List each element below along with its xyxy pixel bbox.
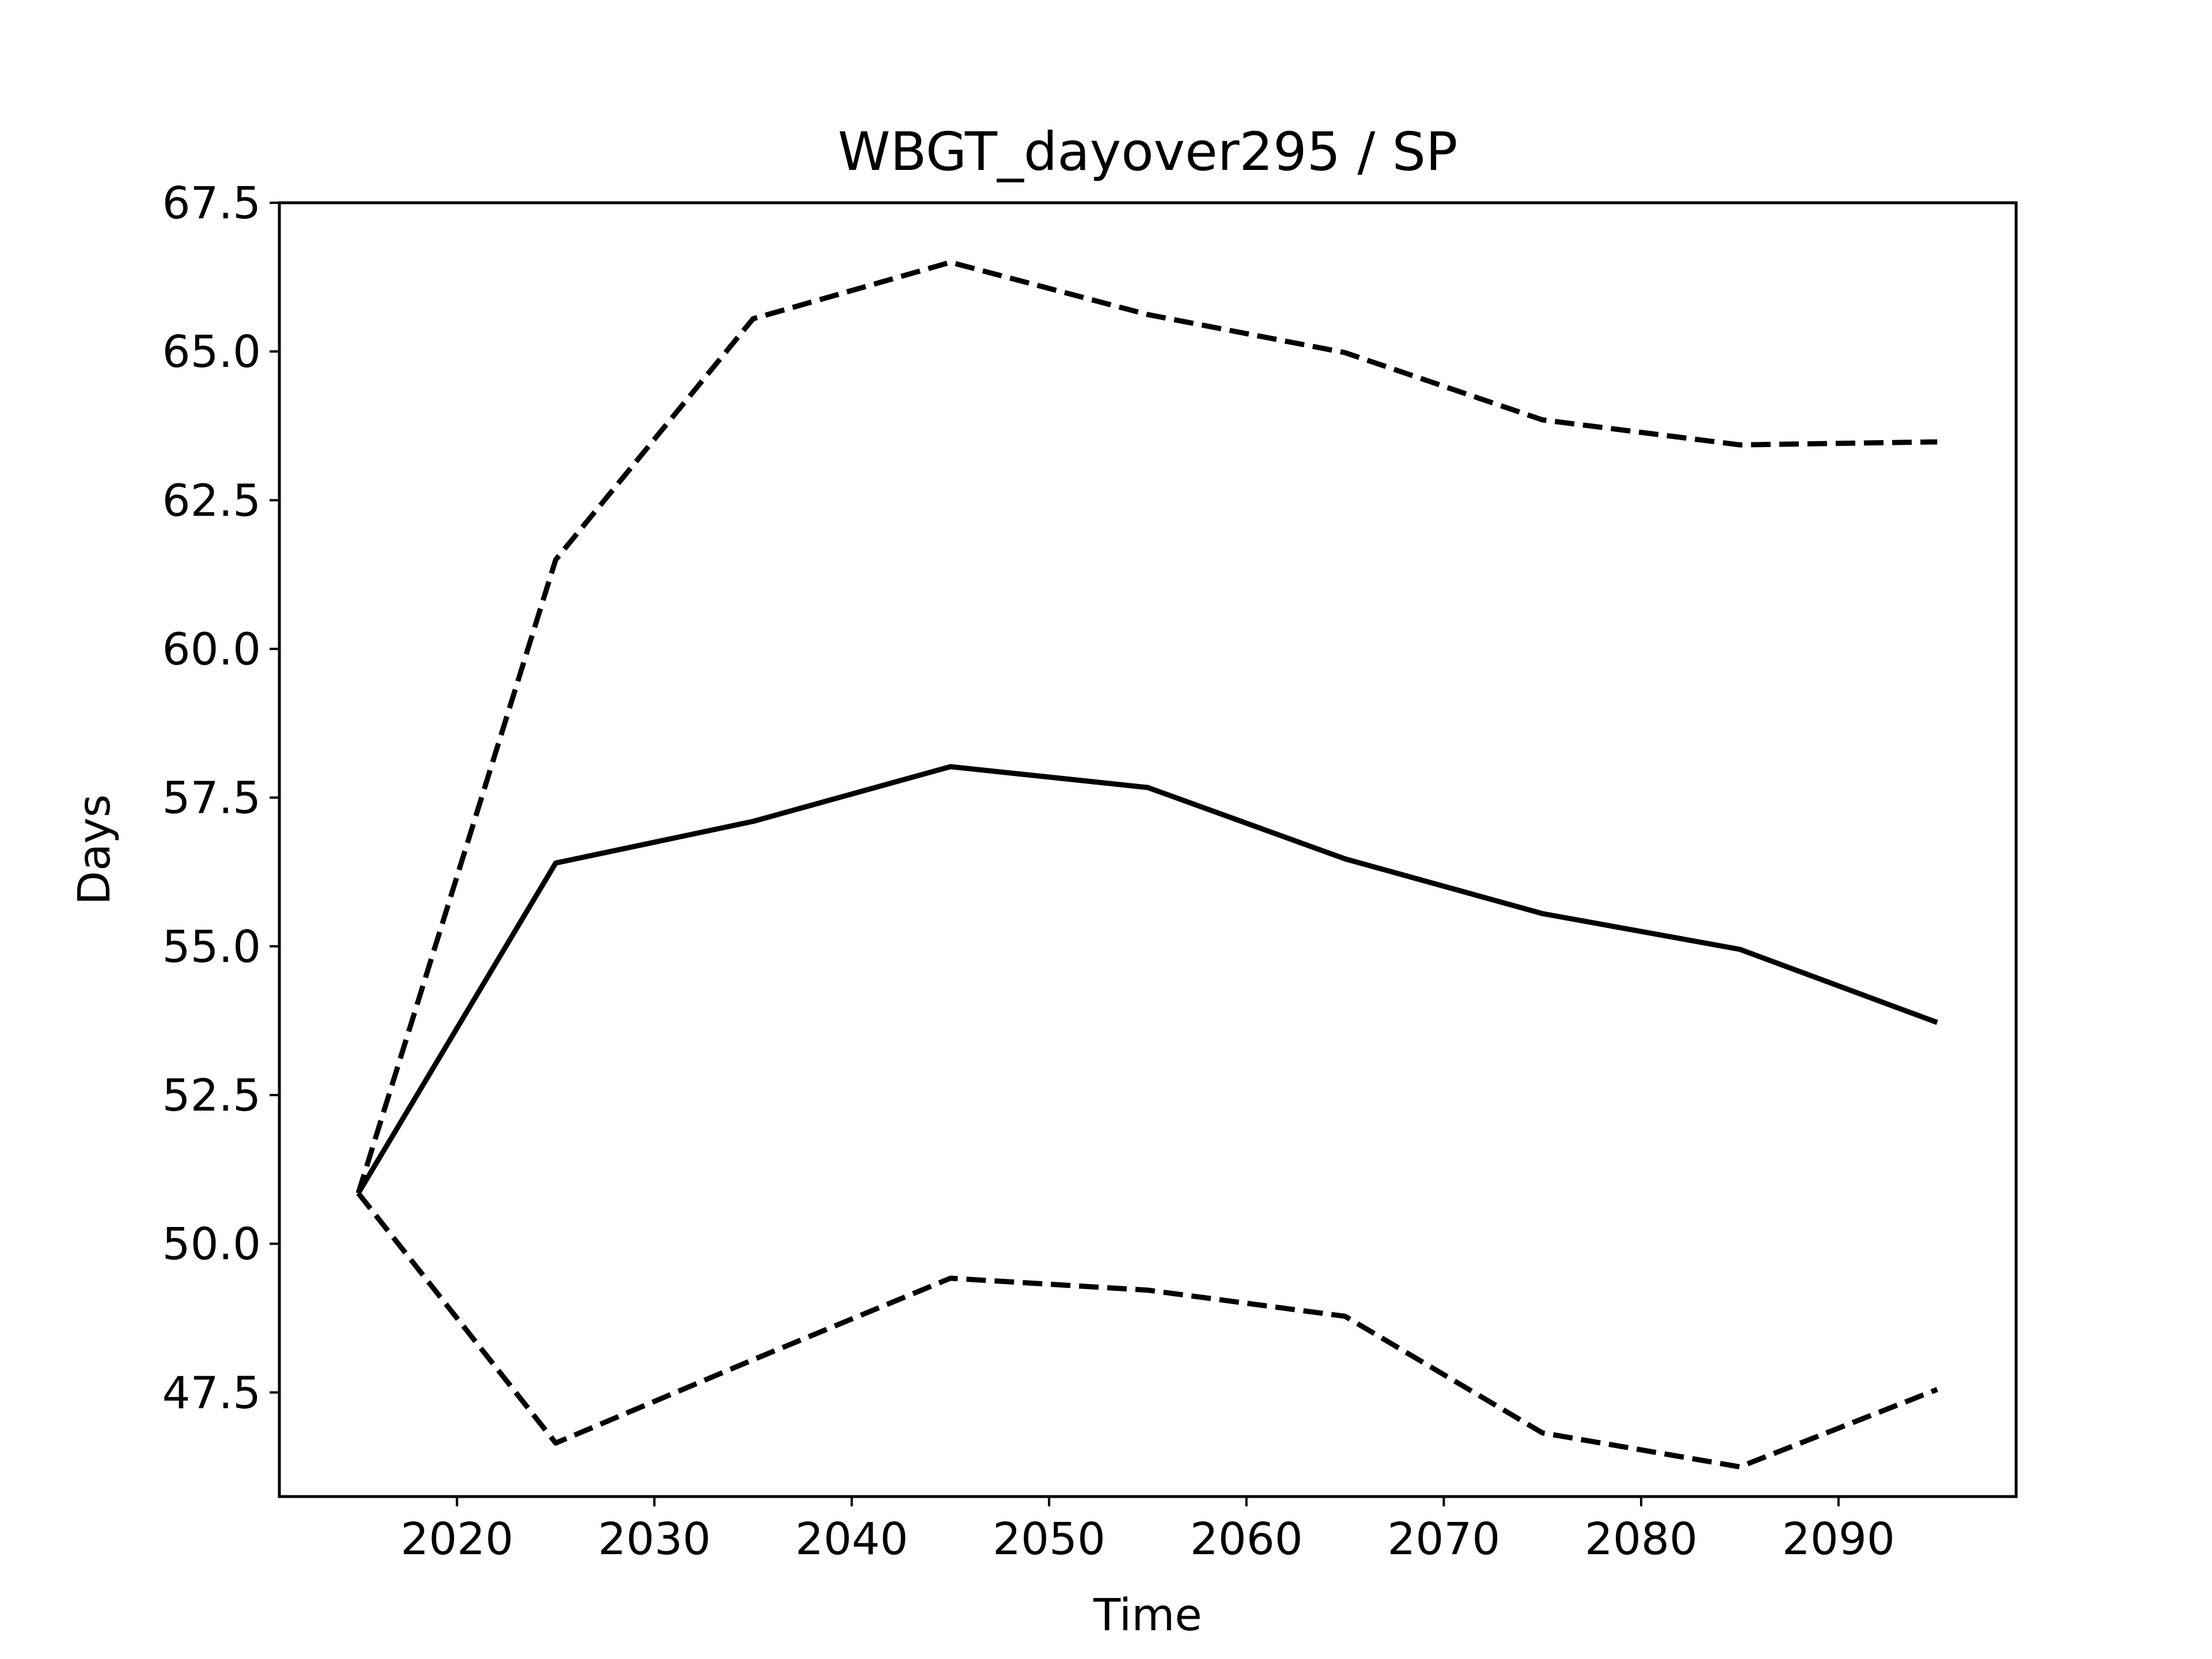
y-tick-label: 52.5 bbox=[162, 1070, 261, 1122]
x-tick-label: 2060 bbox=[1190, 1514, 1303, 1565]
x-axis: 2020 2030 2040 2050 2060 2070 2080 2090 bbox=[400, 1497, 1895, 1565]
x-tick-label: 2040 bbox=[796, 1514, 908, 1565]
y-tick-label: 47.5 bbox=[162, 1368, 261, 1419]
y-tick-label: 65.0 bbox=[162, 327, 261, 378]
y-axis: 47.5 50.0 52.5 55.0 57.5 60.0 62.5 65.0 67.5 bbox=[162, 178, 279, 1419]
y-tick-label: 55.0 bbox=[162, 922, 261, 973]
x-tick-label: 2090 bbox=[1782, 1514, 1895, 1565]
y-tick-label: 60.0 bbox=[162, 624, 261, 675]
x-tick-label: 2030 bbox=[598, 1514, 711, 1565]
y-axis-label: Days bbox=[69, 794, 120, 905]
series-line-1 bbox=[356, 764, 1938, 1195]
series-line-3 bbox=[356, 1191, 1938, 1469]
plot-frame bbox=[278, 201, 2018, 1498]
x-tick-label: 2050 bbox=[993, 1514, 1105, 1565]
y-tick-label: 62.5 bbox=[162, 475, 261, 527]
x-tick-label: 2020 bbox=[400, 1514, 513, 1565]
y-tick-label: 67.5 bbox=[162, 178, 261, 229]
x-axis-label: Time bbox=[1093, 1590, 1202, 1641]
y-tick-label: 57.5 bbox=[162, 773, 261, 824]
x-tick-label: 2080 bbox=[1585, 1514, 1698, 1565]
series-layer bbox=[355, 259, 1938, 1469]
series-line-2 bbox=[355, 259, 1938, 1194]
chart-title: WBGT_dayover295 / SP bbox=[838, 121, 1457, 183]
y-tick-label: 50.0 bbox=[162, 1219, 261, 1270]
x-tick-label: 2070 bbox=[1387, 1514, 1500, 1565]
